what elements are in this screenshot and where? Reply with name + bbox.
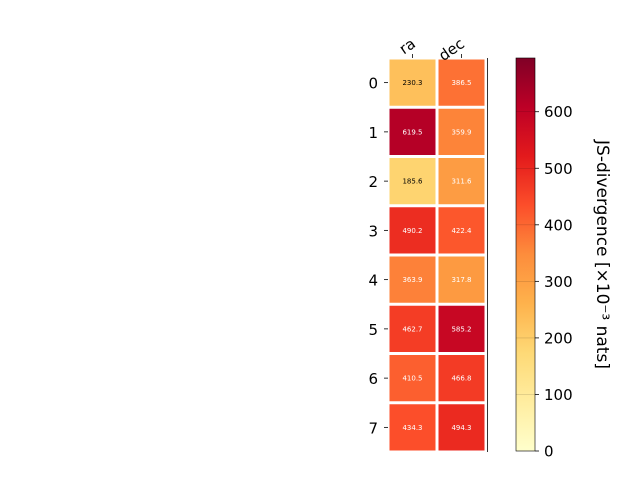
heatmap-cells: 230.3 386.5 619.5 359.9 185.6 311.6 490.2 422.4… bbox=[389, 59, 485, 451]
heatmap-cell-5-1 bbox=[438, 305, 485, 352]
x-tick-label-ra: ra bbox=[396, 35, 419, 59]
cell-value-label: 422.4 bbox=[451, 227, 472, 235]
colorbar-tick-label: 0 bbox=[544, 443, 554, 461]
cell-value-label: 434.3 bbox=[402, 424, 422, 432]
heatmap-cell-1-0 bbox=[389, 108, 436, 155]
cell-value-label: 317.8 bbox=[451, 276, 471, 284]
colorbar-tick-label: 100 bbox=[544, 386, 573, 404]
heatmap-cell-0-0 bbox=[389, 59, 436, 106]
colorbar-tick-label: 200 bbox=[544, 329, 573, 347]
cell-value-label: 386.5 bbox=[451, 79, 471, 87]
heatmap-cell-2-0 bbox=[389, 158, 436, 205]
y-tick-label-1: 1 bbox=[368, 124, 378, 142]
y-tick-label-2: 2 bbox=[368, 173, 378, 191]
y-tick-label-0: 0 bbox=[368, 75, 378, 93]
heatmap-cell-7-1 bbox=[438, 404, 485, 451]
y-tick-label-6: 6 bbox=[368, 370, 378, 388]
cell-value-label: 466.8 bbox=[451, 375, 471, 383]
y-tick-label-7: 7 bbox=[368, 419, 378, 437]
cell-value-label: 410.5 bbox=[402, 375, 422, 383]
heatmap-cell-4-0 bbox=[389, 256, 436, 303]
heatmap-cell-3-1 bbox=[438, 207, 485, 254]
colorbar-tick-label: 500 bbox=[544, 160, 573, 178]
heatmap-cell-0-1 bbox=[438, 59, 485, 106]
cell-value-label: 490.2 bbox=[402, 227, 422, 235]
colorbar-gradient bbox=[515, 57, 536, 452]
y-tick-label-4: 4 bbox=[368, 272, 378, 290]
cell-value-label: 230.3 bbox=[402, 79, 422, 87]
y-tick-label-5: 5 bbox=[368, 321, 378, 339]
colorbar-label: JS-divergence [×10⁻³ nats] bbox=[592, 139, 612, 369]
heatmap-cell-1-1 bbox=[438, 108, 485, 155]
cell-value-label: 311.6 bbox=[451, 178, 472, 186]
cell-value-label: 619.5 bbox=[402, 128, 422, 136]
heatmap-cell-5-0 bbox=[389, 305, 436, 352]
cell-value-label: 359.9 bbox=[451, 128, 471, 136]
heatmap-cell-4-1 bbox=[438, 256, 485, 303]
heatmap-cell-7-0 bbox=[389, 404, 436, 451]
y-tick-label-3: 3 bbox=[368, 222, 378, 240]
heatmap-cell-6-0 bbox=[389, 355, 436, 402]
colorbar-tick-label: 600 bbox=[544, 103, 573, 121]
colorbar-tick-label: 300 bbox=[544, 273, 573, 291]
cell-value-label: 185.6 bbox=[402, 178, 423, 186]
heatmap-cell-6-1 bbox=[438, 355, 485, 402]
heatmap-cell-3-0 bbox=[389, 207, 436, 254]
cell-value-label: 363.9 bbox=[402, 276, 422, 284]
colorbar-tick-label: 400 bbox=[544, 216, 573, 234]
cell-value-label: 462.7 bbox=[402, 325, 422, 333]
cell-value-label: 585.2 bbox=[451, 325, 471, 333]
cell-value-label: 494.3 bbox=[451, 424, 471, 432]
heatmap-cell-2-1 bbox=[438, 158, 485, 205]
colorbar: 0 100 200 300 400 500 600 JS-divergence [×10⁻³ … bbox=[515, 57, 612, 461]
